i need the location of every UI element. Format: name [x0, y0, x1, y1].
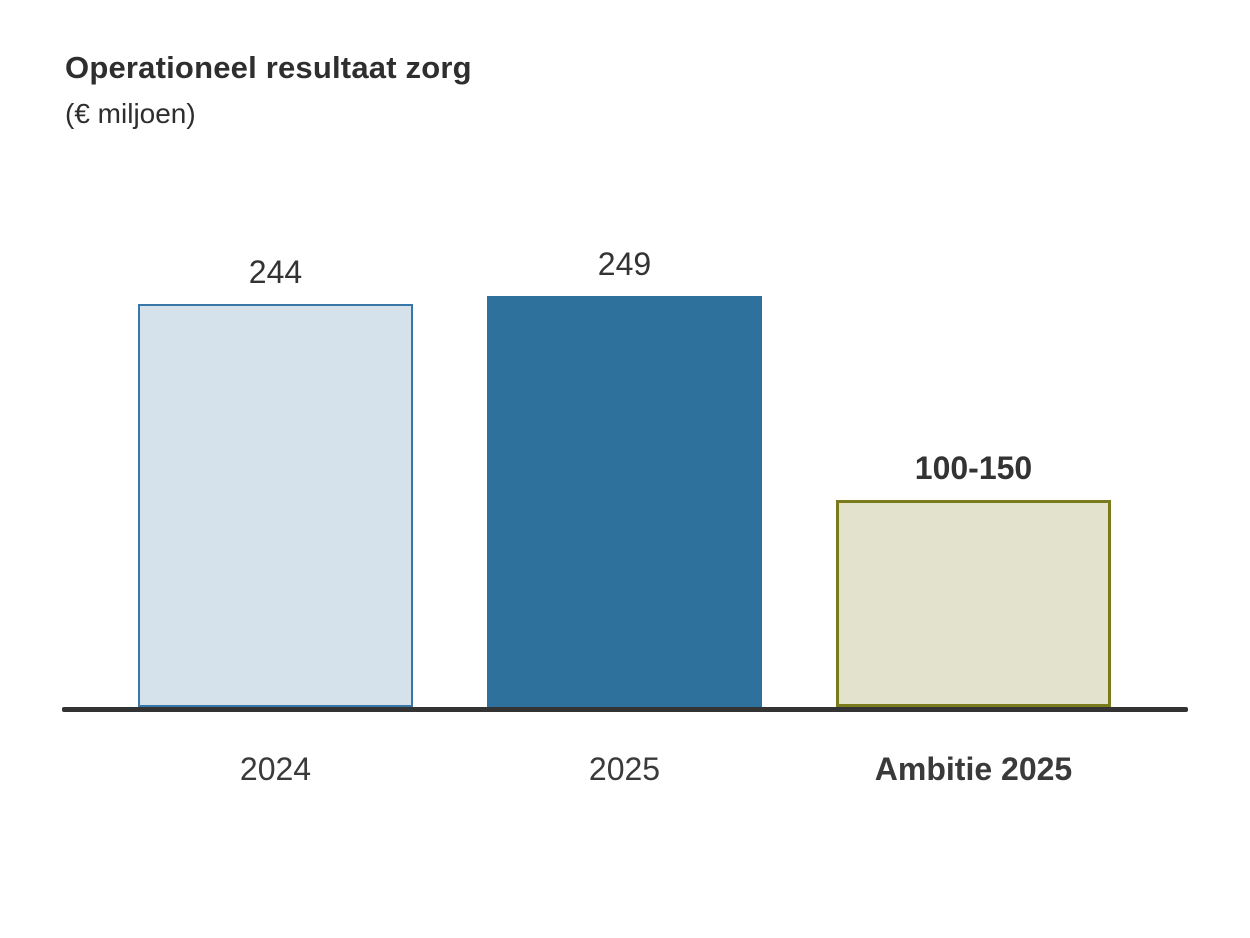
bar-2024 [138, 304, 413, 707]
category-label-2025: 2025 [588, 751, 661, 787]
category-label-2024: 2024 [239, 751, 312, 787]
chart-subtitle: (€ miljoen) [65, 98, 196, 129]
category-label-ambitie-2025: Ambitie 2025 [874, 751, 1073, 787]
bar-value-label: 244 [248, 254, 303, 290]
chart-title: Operationeel resultaat zorg [65, 50, 472, 85]
bar-value-label: 100-150 [914, 450, 1033, 486]
bar-ambitie-2025 [836, 500, 1111, 707]
bar-2025 [487, 296, 762, 707]
x-axis-line [62, 707, 1188, 712]
bar-value-label: 249 [597, 246, 652, 282]
